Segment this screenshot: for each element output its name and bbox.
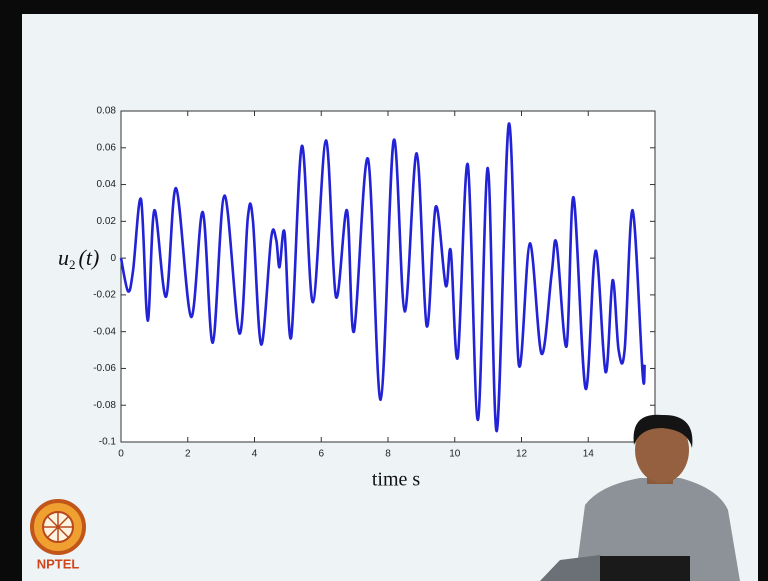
face: [635, 417, 689, 483]
logo-spokes: [43, 512, 73, 542]
y-tick-label: -0.06: [93, 363, 116, 374]
x-tick-label: 12: [516, 449, 528, 460]
x-tick-label: 2: [185, 449, 191, 460]
y-label-argument: (t): [79, 245, 100, 270]
logo: NPTEL: [30, 499, 86, 571]
x-tick-label: 8: [385, 449, 391, 460]
y-tick-label: 0.02: [97, 216, 117, 227]
y-tick-label: -0.1: [99, 437, 117, 448]
y-tick-label: -0.04: [93, 326, 116, 337]
y-tick-label: 0.04: [97, 179, 117, 190]
y-label-symbol: u: [58, 245, 69, 270]
y-tick-label: 0.06: [97, 142, 117, 153]
y-tick-label: 0.08: [97, 106, 117, 117]
data-line: [119, 122, 646, 433]
hair: [633, 414, 693, 448]
y-tick-label: 0: [110, 253, 116, 264]
x-tick-label: 4: [252, 449, 258, 460]
y-tick-label: -0.02: [93, 290, 116, 301]
x-tick-label: 10: [449, 449, 461, 460]
logo-text: NPTEL: [37, 556, 80, 571]
shirt: [575, 478, 740, 581]
x-tick-label: 6: [318, 449, 324, 460]
y-axis-label: u2 (t): [58, 245, 99, 272]
x-tick-label: 0: [118, 449, 124, 460]
presenter: [540, 414, 740, 581]
x-axis-label: time s: [372, 469, 421, 491]
y-tick-label: -0.08: [93, 400, 116, 411]
x-tick-label: 14: [583, 449, 595, 460]
y-label-subscript: 2: [69, 257, 76, 272]
laptop: [600, 556, 690, 581]
